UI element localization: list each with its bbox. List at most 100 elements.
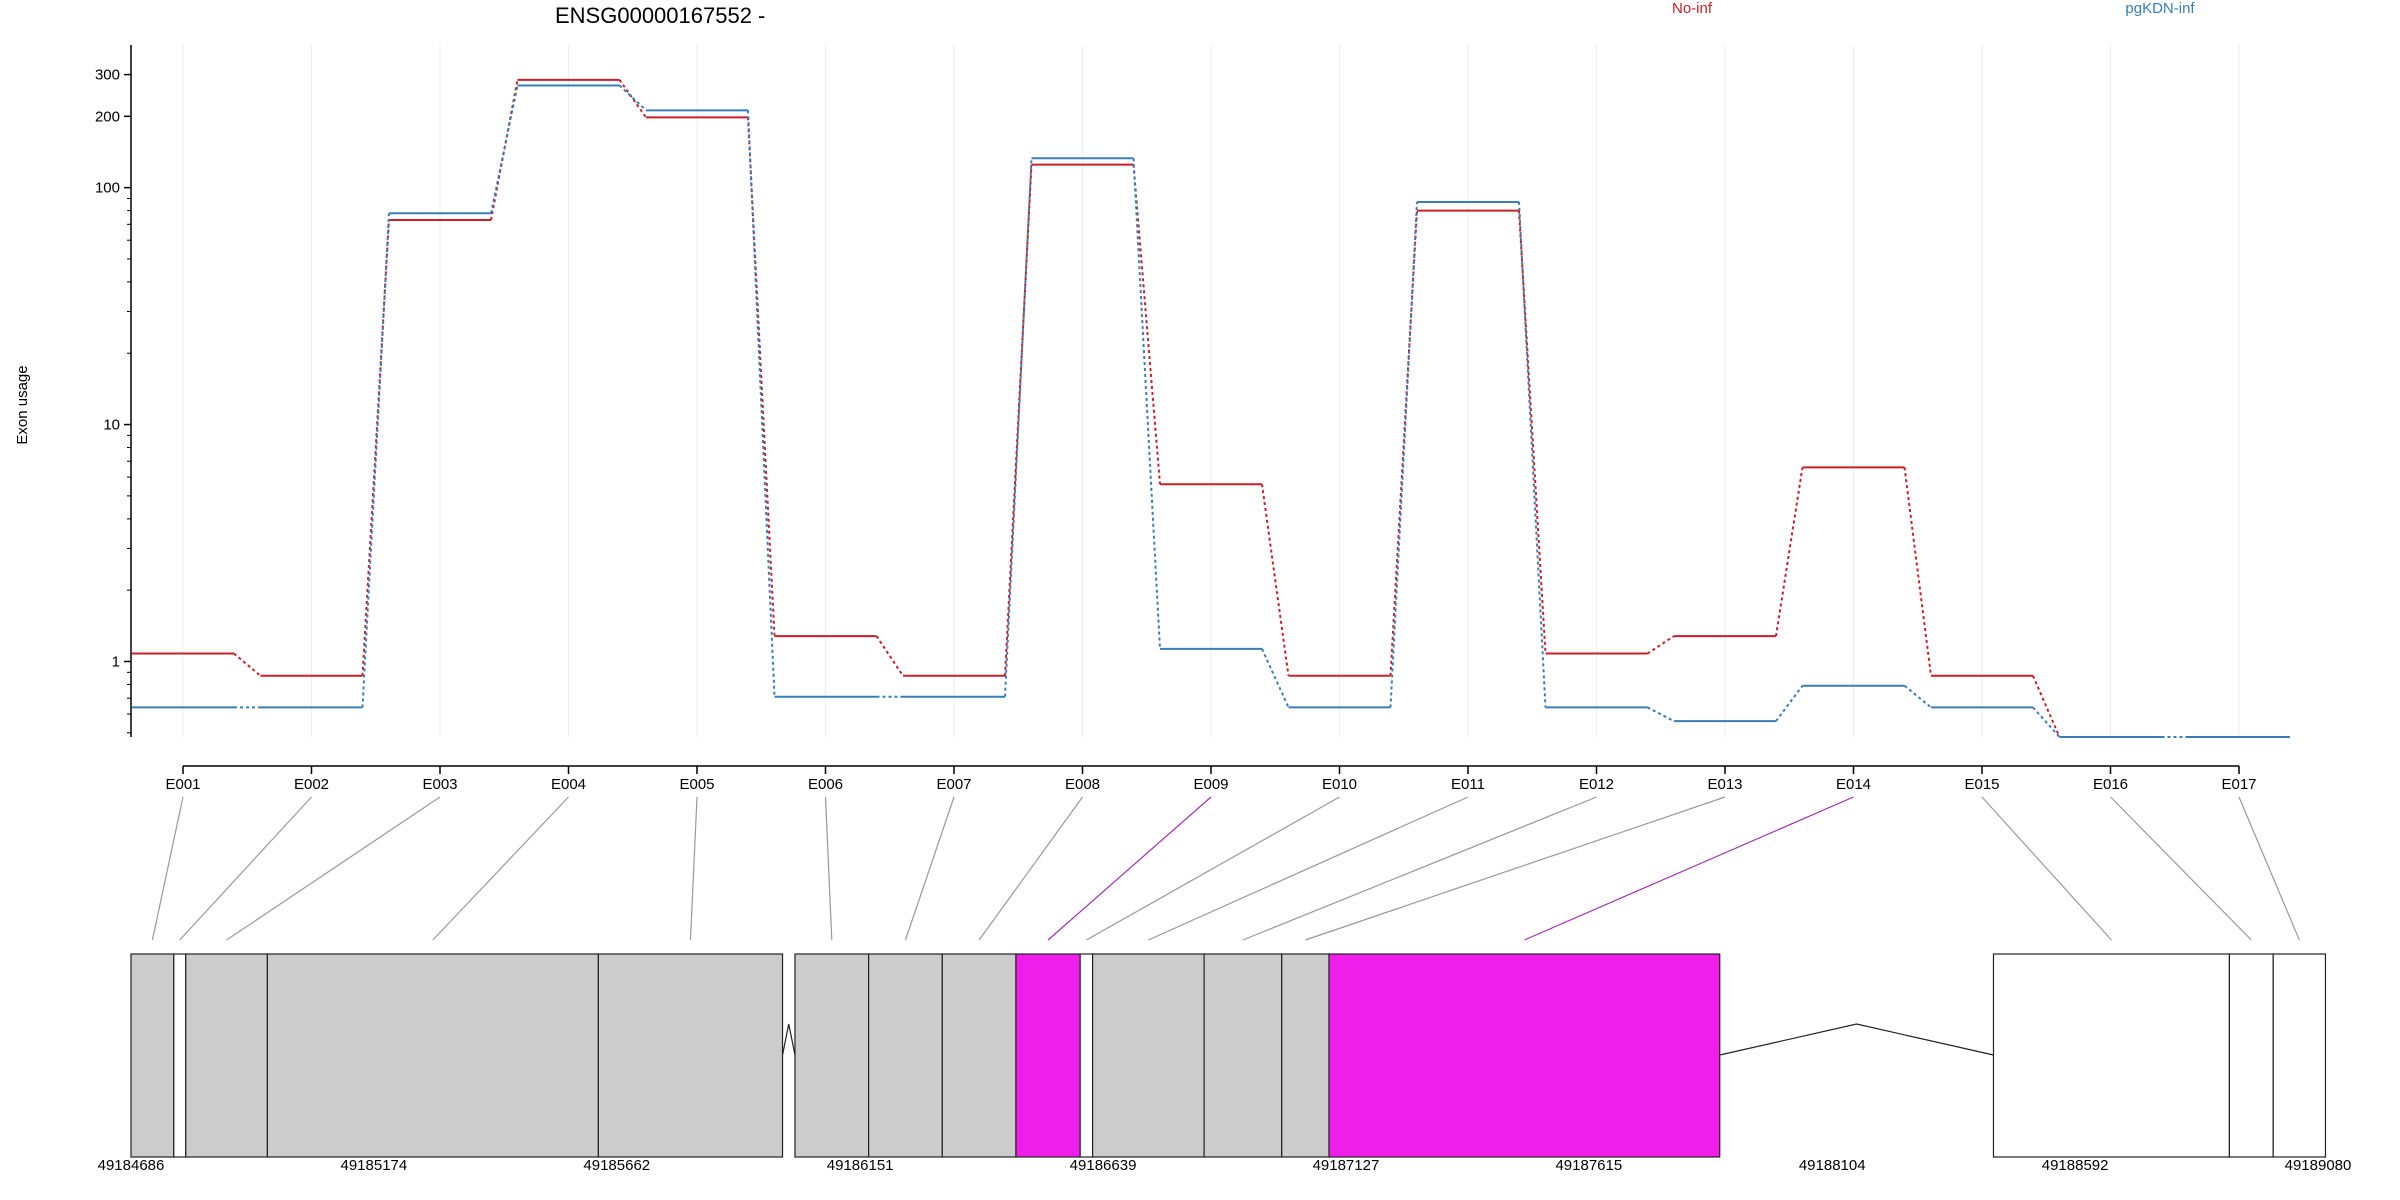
series-connector xyxy=(2032,675,2061,738)
connector-E010 xyxy=(1086,796,1340,941)
coordinate-label: 49187615 xyxy=(1555,1157,1622,1174)
x-axis: E001 E002 E003 E004 E005 E006 E007 E008 E009 E010… xyxy=(165,765,2257,793)
series-connector xyxy=(747,110,776,697)
connector-E017 xyxy=(2238,796,2300,941)
legend: No-inf pgKDN-inf xyxy=(1672,0,2195,17)
series-connector xyxy=(1389,201,1418,708)
coordinate-label: 49186151 xyxy=(827,1157,894,1174)
x-tick-label: E016 xyxy=(2093,776,2128,793)
grid-lines xyxy=(182,45,2240,737)
exon-box-E012 xyxy=(1203,953,1283,1158)
connector-E014 xyxy=(1524,796,1854,941)
x-tick-label: E001 xyxy=(165,776,200,793)
exon-box-E003 xyxy=(185,953,268,1158)
series-connector xyxy=(2032,706,2061,738)
x-tick-label: E013 xyxy=(1707,776,1742,793)
x-tick-label: E011 xyxy=(1451,776,1485,793)
coordinate-label: 49189080 xyxy=(2285,1157,2352,1174)
series-connector xyxy=(1903,684,1932,709)
intron-line xyxy=(1719,1023,1994,1056)
coordinate-label: 49185662 xyxy=(583,1157,650,1174)
series-connector xyxy=(1646,635,1675,655)
connector-E015 xyxy=(1981,796,2112,941)
x-tick-label: E004 xyxy=(551,776,586,793)
exon-connectors xyxy=(151,796,2300,941)
x-tick-label: E003 xyxy=(422,776,457,793)
series-connector xyxy=(1518,210,1547,654)
exon-box-E014 xyxy=(1328,953,1721,1158)
connector-E012 xyxy=(1242,796,1597,941)
series-connector xyxy=(1261,648,1290,708)
exon-box-E011 xyxy=(1092,953,1205,1158)
series-connector xyxy=(490,85,519,214)
series-connector xyxy=(618,84,647,112)
y-axis: 1 10 100 200 300 xyxy=(95,45,132,737)
series-connector xyxy=(1004,164,1033,676)
series-connector xyxy=(1518,201,1547,708)
exon-box-E008 xyxy=(941,953,1017,1158)
connector-E004 xyxy=(432,796,569,941)
x-tick-label: E014 xyxy=(1836,776,1871,793)
connector-E016 xyxy=(2110,796,2252,941)
x-tick-label: E012 xyxy=(1579,776,1614,793)
exon-box-E002 xyxy=(173,953,187,1158)
exon-box-E009 xyxy=(1015,953,1081,1158)
exon-box-E006 xyxy=(794,953,870,1158)
series-pgKDN-inf xyxy=(132,84,2290,738)
x-tick-label: E006 xyxy=(808,776,843,793)
series-connector xyxy=(1132,158,1161,649)
exon-box-E010 xyxy=(1079,953,1094,1158)
series-connector xyxy=(1903,467,1932,676)
coordinate-label: 49184686 xyxy=(98,1157,165,1174)
y-tick-label: 300 xyxy=(95,67,120,84)
x-tick-label: E017 xyxy=(2221,776,2256,793)
connector-E008 xyxy=(978,796,1083,941)
legend-label-0: No-inf xyxy=(1672,0,1713,17)
exon-box-E017 xyxy=(2272,953,2327,1158)
connector-E009 xyxy=(1047,796,1212,941)
series-No-inf xyxy=(132,78,2290,738)
coordinate-label: 49186639 xyxy=(1070,1157,1137,1174)
coordinate-label: 49188592 xyxy=(2042,1157,2109,1174)
y-axis-title: Exon usage xyxy=(14,365,31,444)
legend-label-1: pgKDN-inf xyxy=(2125,0,2195,17)
series-connector xyxy=(1775,685,1804,722)
y-tick-label: 200 xyxy=(95,108,120,125)
series-connector xyxy=(233,652,262,677)
exon-box-E001 xyxy=(130,953,175,1158)
connector-E007 xyxy=(904,796,955,941)
connector-E013 xyxy=(1305,796,1726,941)
series-connector xyxy=(1647,706,1675,723)
connector-E006 xyxy=(824,796,833,941)
coordinate-label: 49187127 xyxy=(1313,1157,1380,1174)
coordinate-label: 49185174 xyxy=(341,1157,408,1174)
series-connector xyxy=(1261,484,1290,676)
connector-E001 xyxy=(151,796,184,941)
x-tick-label: E002 xyxy=(294,776,329,793)
series-connector xyxy=(875,635,904,677)
series-connector xyxy=(361,213,390,708)
exon-box-E004 xyxy=(266,953,599,1158)
exon-box-E005 xyxy=(597,953,784,1158)
exon-box-E007 xyxy=(868,953,943,1158)
connector-E005 xyxy=(689,796,698,941)
exon-box-E013 xyxy=(1281,953,1330,1158)
series-connector xyxy=(747,117,776,637)
chart-title: ENSG00000167552 - xyxy=(555,3,765,28)
y-tick-label: 100 xyxy=(95,180,120,197)
x-tick-label: E007 xyxy=(936,776,971,793)
series-connector xyxy=(1775,467,1804,637)
exon-box-E016 xyxy=(2228,953,2274,1158)
gene-model xyxy=(130,953,2327,1158)
y-tick-label: 10 xyxy=(103,417,120,434)
y-tick-label: 1 xyxy=(112,653,120,670)
x-tick-label: E005 xyxy=(679,776,714,793)
x-tick-label: E008 xyxy=(1065,776,1100,793)
intron-line xyxy=(781,1023,796,1056)
series-connector xyxy=(618,79,647,118)
genomic-coordinate-axis: 49184686 49185174 49185662 49186151 49186639… xyxy=(98,1157,2352,1174)
connector-E011 xyxy=(1148,796,1469,941)
series-connector xyxy=(1132,164,1161,485)
exon-box-E015 xyxy=(1992,953,2231,1158)
